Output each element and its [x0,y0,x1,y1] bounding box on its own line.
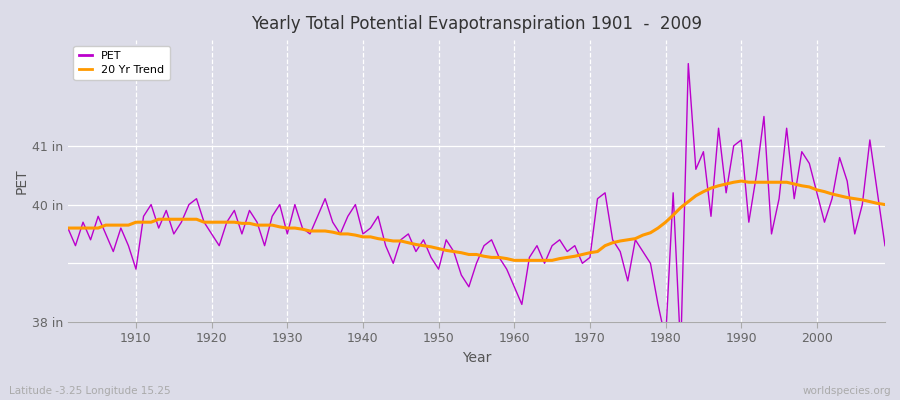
X-axis label: Year: Year [462,351,491,365]
Text: worldspecies.org: worldspecies.org [803,386,891,396]
Legend: PET, 20 Yr Trend: PET, 20 Yr Trend [74,46,170,80]
Text: Latitude -3.25 Longitude 15.25: Latitude -3.25 Longitude 15.25 [9,386,171,396]
Title: Yearly Total Potential Evapotranspiration 1901  -  2009: Yearly Total Potential Evapotranspiratio… [251,15,702,33]
Y-axis label: PET: PET [15,168,29,194]
